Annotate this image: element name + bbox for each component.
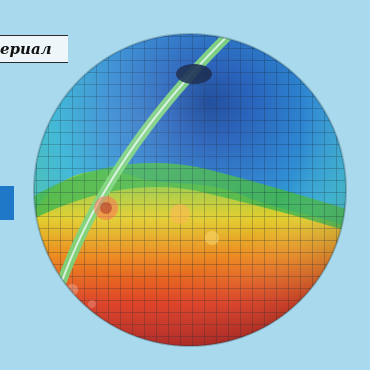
side-tab (0, 186, 14, 220)
globe-outline (33, 33, 347, 347)
caption-text: ериал (0, 40, 52, 58)
globe (34, 34, 346, 346)
caption-strip (0, 35, 68, 63)
